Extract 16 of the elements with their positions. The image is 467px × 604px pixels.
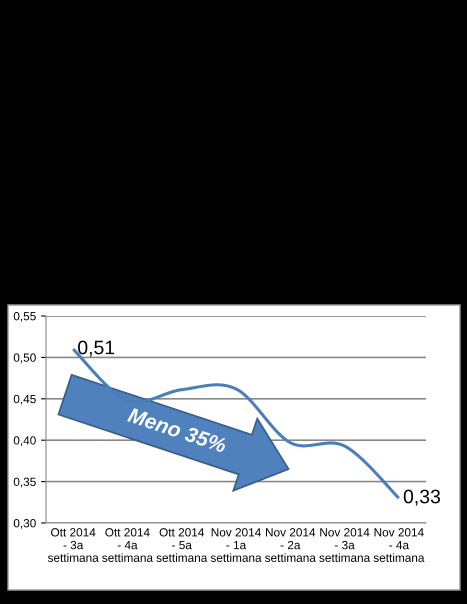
x-tick-label: Ott 2014 - 5a settimana: [156, 528, 208, 562]
data-label: 0,33: [404, 490, 440, 506]
x-tick-label: Ott 2014 - 4a settimana: [102, 528, 154, 562]
y-tick-label: 0,40: [14, 436, 36, 446]
y-tick-label: 0,30: [14, 519, 36, 529]
y-tick-label: 0,55: [14, 312, 36, 322]
y-tick-label: 0,35: [14, 478, 36, 488]
x-tick-label: Nov 2014 - 4a settimana: [374, 528, 424, 562]
y-tick-label: 0,50: [14, 353, 36, 364]
x-tick-label: Nov 2014 - 3a settimana: [319, 528, 370, 562]
y-tick-label: 0,45: [14, 394, 36, 405]
annotation: Meno 35%: [127, 407, 228, 454]
x-tick-label: Nov 2014 - 1a settimana: [210, 528, 262, 562]
x-tick-label: Nov 2014 - 2a settimana: [265, 528, 316, 562]
x-tick-label: Ott 2014 - 3a settimana: [48, 528, 99, 562]
data-label: 0,51: [78, 340, 114, 357]
